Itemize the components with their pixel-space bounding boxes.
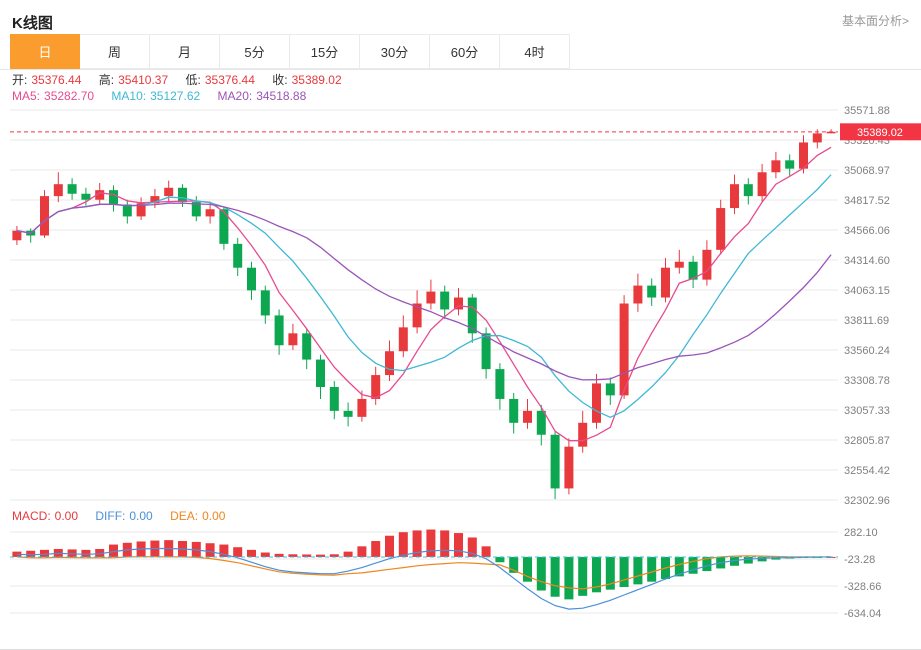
svg-text:-328.66: -328.66 — [844, 581, 881, 593]
timeframe-tabs: 日 周 月 5分 15分 30分 60分 4时 — [0, 34, 921, 70]
tab-4hour[interactable]: 4时 — [500, 34, 570, 69]
svg-text:35571.88: 35571.88 — [844, 105, 890, 117]
svg-text:34566.06: 34566.06 — [844, 225, 890, 237]
svg-text:32805.87: 32805.87 — [844, 435, 890, 447]
ma10-value: 35127.62 — [150, 89, 201, 103]
macd-chart[interactable]: 282.10 -23.28 -328.66 -634.04 — [0, 522, 921, 634]
svg-text:35389.02: 35389.02 — [857, 127, 903, 139]
svg-text:34063.15: 34063.15 — [844, 285, 890, 297]
diff-line — [16, 547, 832, 610]
high-value: 35410.37 — [118, 73, 169, 87]
diff-value: 0.00 — [129, 509, 153, 523]
svg-text:282.10: 282.10 — [844, 527, 878, 539]
dea-label: DEA: — [170, 509, 199, 523]
tab-15min[interactable]: 15分 — [290, 34, 360, 69]
svg-text:35068.97: 35068.97 — [844, 165, 890, 177]
svg-text:34817.52: 34817.52 — [844, 195, 890, 207]
ma20-value: 34518.88 — [256, 89, 307, 103]
open-value: 35376.44 — [31, 73, 82, 87]
tab-60min[interactable]: 60分 — [430, 34, 500, 69]
svg-text:33560.24: 33560.24 — [844, 345, 890, 357]
page-header: K线图 基本面分析> — [0, 0, 921, 32]
svg-text:34314.60: 34314.60 — [844, 255, 890, 267]
open-label: 开: — [12, 73, 28, 87]
tab-week[interactable]: 周 — [80, 34, 150, 69]
tab-30min[interactable]: 30分 — [360, 34, 430, 69]
svg-text:32302.96: 32302.96 — [844, 495, 890, 506]
tab-5min[interactable]: 5分 — [220, 34, 290, 69]
close-value: 35389.02 — [291, 73, 342, 87]
macd-label: MACD: — [12, 509, 51, 523]
svg-text:33308.78: 33308.78 — [844, 375, 890, 387]
ma-row: MA5: 35282.70 MA10: 35127.62 MA20: 34518.88 — [0, 86, 921, 103]
fundamental-analysis-link[interactable]: 基本面分析> — [841, 14, 909, 28]
high-label: 高: — [98, 73, 115, 87]
svg-text:-634.04: -634.04 — [844, 608, 881, 620]
ma5-label: MA5: — [12, 89, 41, 103]
svg-text:32554.42: 32554.42 — [844, 465, 890, 477]
svg-text:-23.28: -23.28 — [844, 554, 875, 566]
ohlc-row: 开: 35376.44 高: 35410.37 低: 35376.44 收: 35389… — [0, 70, 921, 87]
low-value: 35376.44 — [204, 73, 255, 87]
svg-text:33057.33: 33057.33 — [844, 405, 890, 417]
tab-day[interactable]: 日 — [10, 34, 80, 69]
close-label: 收: — [272, 73, 288, 87]
ma20-label: MA20: — [217, 89, 253, 103]
candles — [12, 129, 836, 500]
svg-text:33811.69: 33811.69 — [844, 315, 889, 327]
low-label: 低: — [185, 73, 201, 87]
macd-gridlines: 282.10 -23.28 -328.66 -634.04 — [10, 527, 881, 620]
ma5-line — [16, 146, 832, 442]
ma20-line — [16, 202, 832, 381]
macd-row: MACD: 0.00 DIFF: 0.00 DEA: 0.00 — [0, 506, 921, 523]
page-title: K线图 — [12, 15, 53, 32]
ma5-value: 35282.70 — [44, 89, 95, 103]
tab-month[interactable]: 月 — [150, 34, 220, 69]
candlestick-chart[interactable]: 35571.8835320.4335068.9734817.5234566.06… — [0, 102, 921, 506]
main-gridlines: 35571.8835320.4335068.9734817.5234566.06… — [10, 105, 890, 506]
current-price-badge — [840, 123, 921, 141]
macd-value: 0.00 — [54, 509, 79, 523]
ma10-line — [16, 174, 832, 419]
dea-value: 0.00 — [202, 509, 226, 523]
diff-label: DIFF: — [95, 509, 126, 523]
ma10-label: MA10: — [111, 89, 147, 103]
